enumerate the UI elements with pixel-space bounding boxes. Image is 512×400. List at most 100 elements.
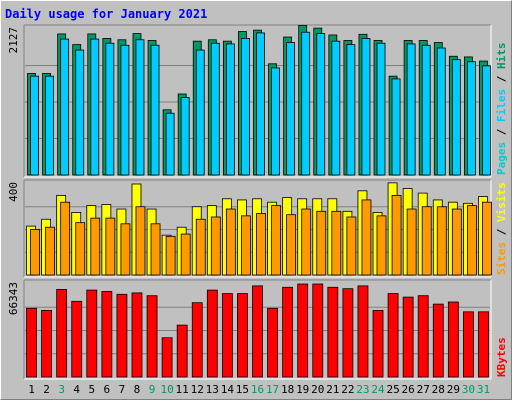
bar-kbytes: [71, 300, 83, 378]
bar-sites: [376, 215, 387, 276]
bar-files: [241, 38, 250, 176]
legend-entry: Hits: [495, 43, 508, 70]
bar-sites: [316, 210, 327, 276]
bar-kbytes: [478, 311, 489, 378]
bar-kbytes: [221, 293, 233, 378]
bar-kbytes: [161, 337, 173, 378]
x-tick-label: 25: [386, 383, 399, 396]
bar-files: [165, 112, 175, 176]
bar-files: [120, 44, 130, 176]
bar-files: [30, 75, 39, 176]
bar-kbytes: [176, 324, 188, 378]
x-tick-label: 13: [206, 383, 219, 396]
bar-sites: [241, 215, 251, 276]
bar-kbytes: [432, 303, 444, 378]
bar-sites: [135, 206, 146, 276]
bar-sites: [75, 222, 86, 276]
x-tick-label: 12: [191, 383, 204, 396]
legend: Pages / Files / Hits: [495, 43, 508, 176]
bar-kbytes: [116, 293, 128, 378]
bar-files: [45, 75, 54, 176]
bar-files: [90, 38, 100, 176]
bar-files: [195, 49, 205, 176]
bar-kbytes: [26, 307, 37, 378]
bar-kbytes: [191, 302, 203, 378]
bar-kbytes: [297, 283, 309, 378]
legend-entry: /: [495, 222, 508, 242]
x-tick-label: 14: [221, 383, 235, 396]
bar-files: [271, 67, 280, 176]
x-tick-label: 2: [43, 383, 50, 396]
bar-files: [346, 44, 356, 176]
bar-files: [421, 44, 431, 176]
x-tick-label: 19: [296, 383, 309, 396]
bar-kbytes: [357, 285, 369, 378]
x-tick-label: 29: [447, 383, 460, 396]
x-tick-label: 26: [402, 383, 415, 396]
legend-entry: Pages: [495, 142, 508, 175]
bar-sites: [195, 218, 206, 276]
bar-sites: [90, 217, 101, 276]
legend-entry: Files: [495, 89, 508, 122]
bar-files: [391, 78, 401, 176]
legend-entry: /: [495, 69, 508, 89]
bar-files: [376, 42, 386, 176]
bar-sites: [105, 217, 116, 276]
bar-sites: [391, 194, 402, 276]
panel-kbytes: 66343 KBytes: [7, 279, 508, 380]
bar-sites: [482, 201, 492, 276]
x-tick-label: 6: [104, 383, 111, 396]
x-tick-label: 16: [251, 383, 264, 396]
bar-files: [225, 43, 235, 176]
x-tick-label: 11: [176, 383, 189, 396]
y-axis-max-label: 66343: [7, 282, 20, 315]
x-tick-label: 23: [356, 383, 369, 396]
bar-kbytes: [237, 293, 248, 378]
bar-files: [180, 97, 190, 176]
x-tick-label: 8: [134, 383, 141, 396]
bar-files: [406, 43, 416, 176]
bar-files: [301, 31, 311, 176]
bar-kbytes: [447, 301, 459, 378]
bar-sites: [346, 216, 357, 276]
x-tick-label: 5: [88, 383, 95, 396]
bar-sites: [60, 201, 71, 276]
x-tick-label: 27: [417, 383, 430, 396]
bar-sites: [210, 216, 221, 276]
bar-kbytes: [342, 288, 354, 378]
bar-kbytes: [282, 286, 294, 378]
y-axis-max-label: 2127: [7, 27, 20, 54]
bar-sites: [421, 206, 432, 276]
bar-files: [135, 39, 145, 176]
x-tick-label: 1: [28, 383, 35, 396]
chart-title: Daily usage for January 2021: [5, 7, 208, 21]
bar-sites: [451, 208, 462, 276]
bar-sites: [165, 235, 176, 276]
bar-files: [436, 47, 446, 176]
legend: Sites / Visits: [495, 182, 508, 275]
bar-kbytes: [312, 283, 324, 378]
bar-kbytes: [131, 292, 143, 378]
bar-files: [105, 42, 115, 176]
x-tick-label: 3: [58, 383, 65, 396]
bar-files: [210, 42, 220, 176]
bar-kbytes: [146, 295, 158, 378]
bar-sites: [331, 210, 342, 276]
x-tick-label: 7: [119, 383, 126, 396]
y-axis-max-label: 400: [7, 182, 20, 202]
x-tick-label: 17: [266, 383, 279, 396]
bar-sites: [225, 208, 236, 276]
bar-kbytes: [387, 293, 399, 378]
bar-kbytes: [206, 289, 218, 378]
x-tick-label: 4: [73, 383, 80, 396]
bar-kbytes: [86, 289, 98, 378]
bar-files: [316, 33, 326, 176]
bar-files: [75, 49, 85, 176]
bar-files: [467, 61, 476, 176]
bar-kbytes: [463, 311, 474, 378]
legend-entry: Sites: [495, 242, 508, 275]
bar-sites: [150, 223, 161, 276]
bar-kbytes: [56, 288, 68, 378]
x-tick-label: 30: [462, 383, 475, 396]
bar-sites: [301, 208, 312, 276]
